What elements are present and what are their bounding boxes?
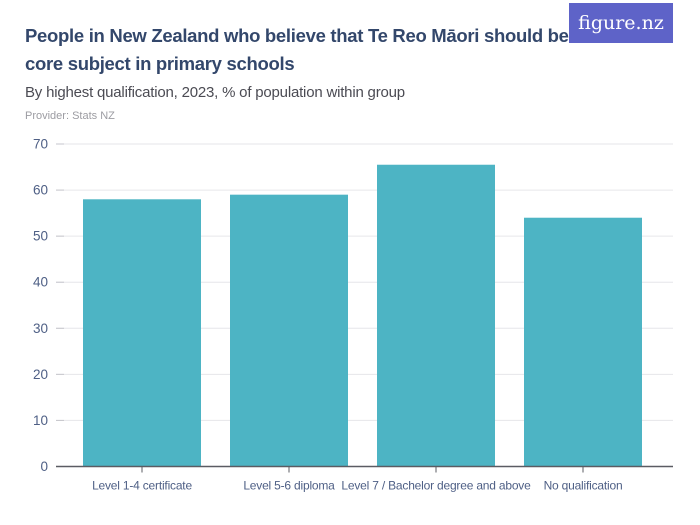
- x-tick-label: Level 5-6 diploma: [243, 479, 335, 493]
- bar-2: [230, 194, 348, 467]
- y-tick-label: 60: [33, 183, 48, 198]
- page-subtitle: By highest qualification, 2023, % of pop…: [25, 84, 405, 101]
- y-tick-label: 0: [40, 459, 48, 474]
- y-tick-label: 40: [33, 275, 48, 290]
- provider-label: Provider: Stats NZ: [25, 110, 115, 122]
- y-tick-label: 20: [33, 367, 48, 382]
- bar-3: [377, 164, 495, 467]
- y-tick-label: 50: [33, 229, 48, 244]
- header: People in New Zealand who believe that T…: [25, 22, 590, 122]
- page-title: People in New Zealand who believe that T…: [25, 25, 584, 74]
- logo-text: figure.nz: [578, 12, 664, 34]
- y-tick-label: 30: [33, 321, 48, 336]
- y-tick-label: 10: [33, 413, 48, 428]
- x-tick-label: Level 7 / Bachelor degree and above: [341, 479, 531, 493]
- bar-4: [524, 217, 642, 467]
- figure-nz-logo: figure.nz: [569, 3, 673, 43]
- x-tick-label: No qualification: [544, 479, 623, 493]
- bar-1: [83, 199, 201, 467]
- x-tick-label: Level 1-4 certificate: [92, 479, 192, 493]
- y-tick-label: 70: [33, 137, 48, 152]
